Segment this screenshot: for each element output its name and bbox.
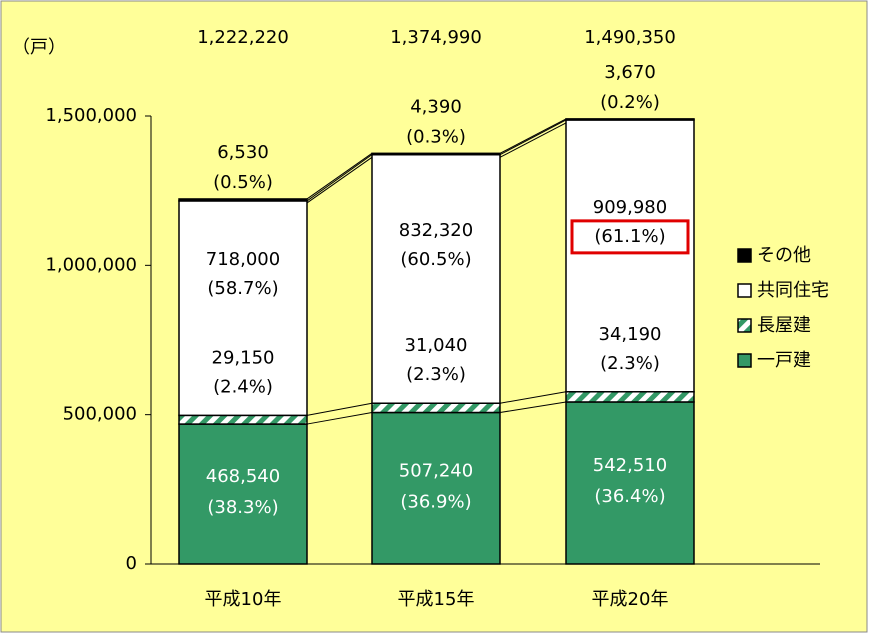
total-label: 1,490,350 [584, 27, 676, 48]
value-label: 909,980 [593, 197, 667, 218]
legend-label: 長屋建 [757, 315, 811, 336]
connector [499, 119, 567, 156]
legend-label: 共同住宅 [757, 280, 829, 301]
percent-label: (0.3%) [406, 126, 466, 147]
value-label: 718,000 [206, 249, 280, 270]
percent-label: (2.3%) [406, 364, 466, 385]
bar-segment [178, 198, 308, 202]
bar-segment [565, 119, 695, 393]
percent-label: (38.3%) [207, 497, 278, 518]
bar-segment [371, 152, 501, 156]
legend-label: 一戸建 [757, 350, 811, 371]
connector [306, 152, 373, 200]
legend-swatch [737, 248, 752, 263]
percent-label: (2.4%) [213, 376, 273, 397]
connector [499, 391, 567, 404]
y-tick-label: 500,000 [63, 404, 137, 425]
bar-segment [178, 423, 308, 565]
connector [306, 412, 373, 425]
y-tick-label: 1,500,000 [45, 105, 137, 126]
value-label: 832,320 [399, 220, 473, 241]
y-tick-label: 0 [126, 553, 137, 574]
legend-swatch [737, 283, 752, 298]
total-label: 1,222,220 [197, 27, 289, 48]
percent-label: (0.2%) [600, 92, 660, 113]
x-tick-label: 平成10年 [205, 589, 282, 610]
value-label: 29,150 [212, 347, 275, 368]
bar-segment [371, 411, 501, 565]
percent-label: (58.7%) [207, 278, 278, 299]
value-label: 542,510 [593, 455, 667, 476]
value-label: 507,240 [399, 460, 473, 481]
percent-label: (36.9%) [400, 491, 471, 512]
bar-segment [371, 402, 501, 414]
bar-segment [178, 414, 308, 425]
connector [499, 122, 567, 158]
highlight-box [570, 219, 690, 255]
y-unit-label: （戸） [12, 37, 66, 58]
value-label: 468,540 [206, 466, 280, 487]
percent-label: (61.1%) [594, 226, 665, 247]
connector [499, 401, 567, 413]
percent-label: (60.5%) [400, 249, 471, 270]
connector [499, 118, 567, 154]
total-label: 1,374,990 [390, 27, 482, 48]
y-tick-label: 1,000,000 [45, 254, 137, 275]
bar-segment [565, 118, 695, 121]
legend-swatch [737, 318, 752, 333]
connector [306, 156, 373, 204]
bar-segment [565, 401, 695, 565]
x-tick-label: 平成15年 [398, 589, 475, 610]
x-tick-label: 平成20年 [592, 589, 669, 610]
value-label: 34,190 [599, 324, 662, 345]
percent-label: (36.4%) [594, 486, 665, 507]
legend-label: その他 [757, 245, 811, 266]
connector [306, 154, 373, 202]
bar-segment [371, 153, 501, 404]
value-label: 4,390 [410, 96, 462, 117]
percent-label: (2.3%) [600, 353, 660, 374]
value-label: 6,530 [217, 142, 269, 163]
legend-swatch [737, 353, 752, 368]
bar-segment [178, 200, 308, 417]
value-label: 31,040 [405, 335, 468, 356]
percent-label: (0.5%) [213, 172, 273, 193]
connector [306, 402, 373, 416]
value-label: 3,670 [604, 62, 656, 83]
bar-segment [565, 391, 695, 403]
